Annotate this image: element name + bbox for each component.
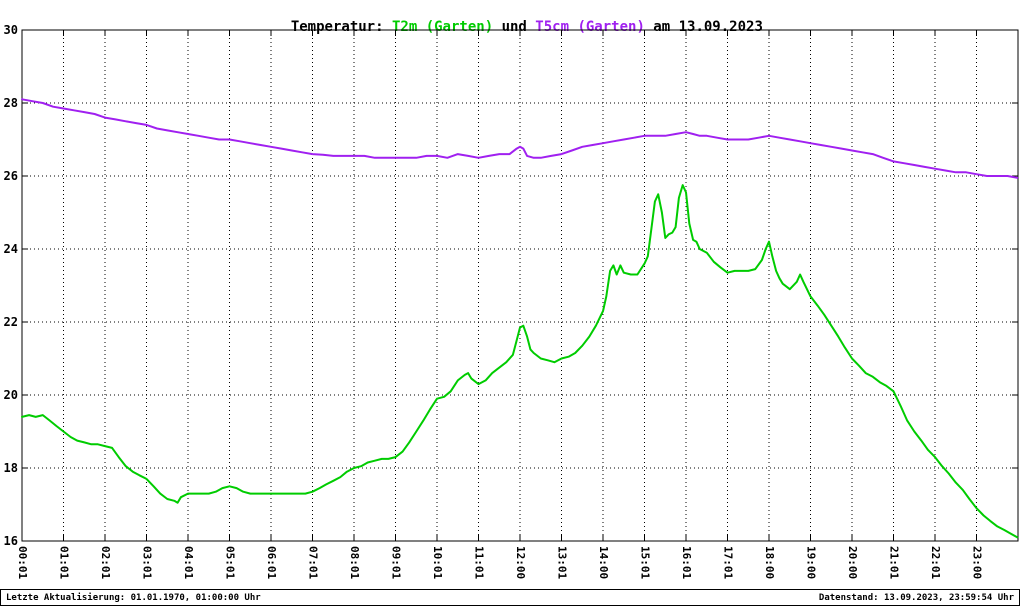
x-axis-tick-label: 08:01 [348, 546, 361, 579]
x-axis-tick-label: 14:00 [597, 546, 610, 579]
series-line-t2m [21, 184, 1019, 539]
x-axis-tick-label: 07:01 [307, 546, 320, 579]
x-axis-tick-label: 02:01 [99, 546, 112, 579]
data-timestamp-text: Datenstand: 13.09.2023, 23:59:54 Uhr [818, 592, 1014, 603]
x-axis-tick-label: 22:01 [929, 546, 942, 579]
axes [21, 29, 1019, 542]
x-axis-tick-label: 09:01 [390, 546, 403, 579]
x-axis-tick-label: 03:01 [141, 546, 154, 579]
x-axis-tick-label: 04:01 [182, 546, 195, 579]
x-axis-tick-label: 19:00 [805, 546, 818, 579]
x-axis-tick-label: 16:01 [680, 546, 693, 579]
x-axis-tick-label: 11:01 [473, 546, 486, 579]
x-axis-tick-label: 20:00 [846, 546, 859, 579]
y-axis-tick-label: 26 [4, 169, 18, 183]
title-connector: und [493, 19, 536, 35]
title-series2-t5cm: T5cm (Garten) [535, 19, 645, 35]
x-axis-tick-label: 17:01 [722, 546, 735, 579]
y-axis-tick-label: 30 [4, 23, 18, 37]
footer-bar: Letzte Aktualisierung: 01.01.1970, 01:00… [0, 589, 1020, 606]
y-axis-tick-label: 20 [4, 388, 18, 402]
x-axis-tick-label: 00:01 [16, 546, 29, 579]
x-axis-tick-label: 18:00 [763, 546, 776, 579]
chart-title: Temperatur: T2m (Garten) und T5cm (Garte… [0, 3, 1020, 51]
last-update-text: Letzte Aktualisierung: 01.01.1970, 01:00… [6, 592, 261, 603]
x-axis-tick-label: 01:01 [58, 546, 71, 579]
x-axis-tick-label: 10:01 [431, 546, 444, 579]
title-suffix: am 13.09.2023 [644, 19, 763, 35]
x-axis-tick-label: 05:01 [224, 546, 237, 579]
title-series1-t2m: T2m (Garten) [391, 19, 494, 35]
x-axis-tick-label: 23:00 [971, 546, 984, 579]
series-line-t5cm [21, 98, 1019, 179]
x-axis-tick-label: 21:01 [888, 546, 901, 579]
y-axis-tick-label: 22 [4, 315, 18, 329]
y-axis-tick-label: 16 [4, 534, 18, 548]
x-axis-tick-label: 06:01 [265, 546, 278, 579]
x-axis-tick-label: 13:01 [556, 546, 569, 579]
grid-lines [21, 30, 1018, 541]
x-axis-tick-label: 15:01 [639, 546, 652, 579]
x-axis-tick-label: 12:00 [514, 546, 527, 579]
title-prefix: Temperatur: [290, 19, 392, 35]
y-axis-tick-label: 24 [4, 242, 18, 256]
y-axis-tick-label: 28 [4, 96, 18, 110]
y-axis-tick-label: 18 [4, 461, 18, 475]
